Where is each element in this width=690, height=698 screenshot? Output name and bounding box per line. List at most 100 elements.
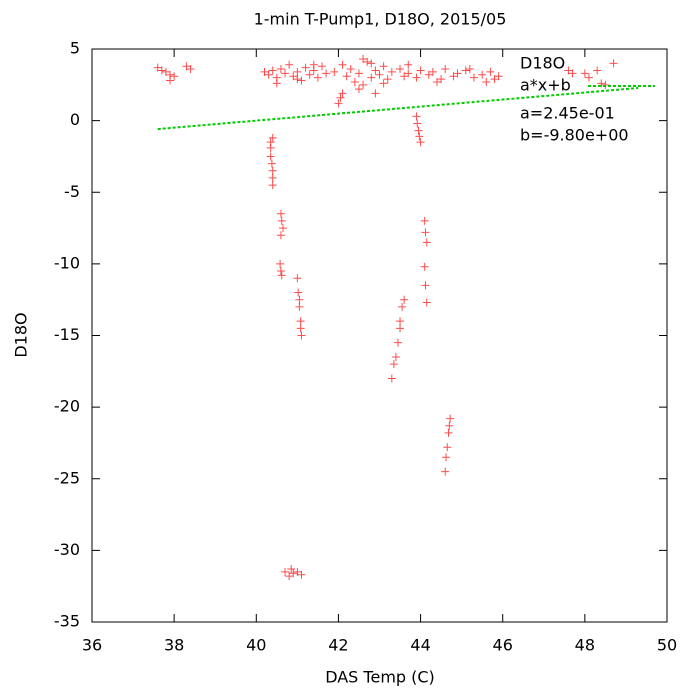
scatter-point — [486, 67, 495, 76]
scatter-point — [442, 453, 451, 462]
scatter-point — [415, 132, 424, 141]
scatter-point — [441, 65, 450, 74]
scatter-point — [359, 80, 368, 89]
scatter-point — [153, 63, 162, 72]
legend-label: a*x+b — [520, 76, 571, 95]
scatter-point — [318, 62, 326, 71]
scatter-point — [268, 133, 277, 142]
scatter-point — [289, 72, 298, 81]
scatter-point — [313, 73, 322, 82]
scatter-point — [293, 75, 302, 84]
scatter-point — [276, 231, 285, 240]
scatter-point — [296, 317, 305, 326]
y-tick-label: 0 — [70, 110, 80, 129]
scatter-point — [422, 298, 431, 307]
scatter-point — [293, 274, 302, 283]
scatter-point — [443, 443, 452, 452]
y-tick-label: -25 — [54, 468, 80, 487]
scatter-point — [446, 414, 455, 423]
y-tick-label: -5 — [64, 182, 80, 201]
scatter-point — [428, 67, 437, 76]
scatter-point — [389, 360, 398, 369]
scatter-point — [367, 59, 376, 68]
scatter-point — [379, 79, 388, 88]
scatter-point — [437, 75, 446, 84]
scatter-point — [266, 143, 275, 152]
x-tick-label: 42 — [328, 636, 348, 655]
scatter-point — [363, 57, 372, 66]
scatter-point — [170, 72, 179, 81]
scatter-point — [398, 302, 407, 311]
scatter-point — [293, 67, 302, 76]
y-axis-label: D18O — [12, 312, 31, 357]
scatter-point — [309, 60, 318, 69]
scatter-point — [186, 65, 195, 74]
scatter-point — [346, 65, 355, 74]
scatter-point — [400, 72, 409, 81]
x-tick-label: 46 — [493, 636, 513, 655]
y-tick-label: -35 — [54, 612, 80, 631]
scatter-point — [396, 317, 405, 326]
scatter-point — [421, 228, 430, 237]
scatter-point — [295, 302, 304, 311]
scatter-point — [182, 62, 191, 71]
scatter-point — [305, 70, 314, 79]
scatter-point — [297, 76, 306, 85]
scatter-point — [413, 119, 422, 128]
scatter-point — [422, 238, 431, 247]
scatter-point — [285, 572, 294, 581]
scatter-point — [272, 79, 281, 88]
scatter-point — [281, 567, 290, 576]
scatter-point — [420, 216, 429, 225]
scatter-point — [281, 69, 290, 78]
scatter-point — [449, 72, 458, 81]
scatter-point — [383, 75, 392, 84]
scatter-point — [276, 259, 285, 268]
scatter-point — [494, 72, 503, 81]
scatter-point — [277, 271, 286, 280]
scatter-point — [482, 77, 491, 86]
scatter-point — [469, 73, 478, 82]
scatter-point — [166, 76, 175, 85]
scatter-point — [416, 138, 425, 147]
scatter-point — [371, 89, 380, 98]
scatter-point — [278, 224, 287, 233]
scatter-point — [597, 79, 606, 88]
scatter-point — [338, 60, 347, 69]
scatter-point — [593, 66, 602, 75]
scatter-point — [354, 85, 363, 94]
scatter-point — [268, 181, 277, 190]
scatter-point — [375, 70, 384, 79]
scatter-point — [350, 77, 359, 86]
scatter-point — [404, 69, 413, 78]
scatter-point — [461, 66, 470, 75]
annotation: a=2.45e-01 — [520, 104, 615, 123]
x-axis-label: DAS Temp (C) — [325, 668, 435, 687]
scatter-point — [266, 152, 275, 161]
scatter-point — [387, 374, 396, 383]
scatter-point — [564, 66, 573, 75]
scatter-point — [387, 67, 396, 76]
scatter-point — [336, 93, 345, 102]
scatter-point — [371, 66, 380, 75]
scatter-point — [330, 67, 339, 76]
scatter-point — [289, 569, 298, 578]
scatter-point — [465, 65, 474, 74]
y-tick-label: -30 — [54, 540, 80, 559]
scatter-point — [421, 281, 430, 290]
fit-line — [157, 86, 639, 131]
scatter-point — [478, 70, 487, 79]
scatter-point — [297, 570, 306, 579]
scatter-point — [297, 331, 306, 340]
scatter-point — [404, 60, 413, 69]
scatter-point — [287, 564, 296, 573]
y-tick-label: 5 — [70, 39, 80, 58]
scatter-point — [354, 69, 363, 78]
y-tick-label: -10 — [54, 253, 80, 272]
scatter-point — [276, 65, 285, 74]
scatter-point — [276, 209, 285, 218]
scatter-point — [260, 67, 269, 76]
scatter-point — [334, 99, 343, 108]
scatter-point — [412, 112, 421, 121]
x-tick-label: 36 — [82, 636, 102, 655]
